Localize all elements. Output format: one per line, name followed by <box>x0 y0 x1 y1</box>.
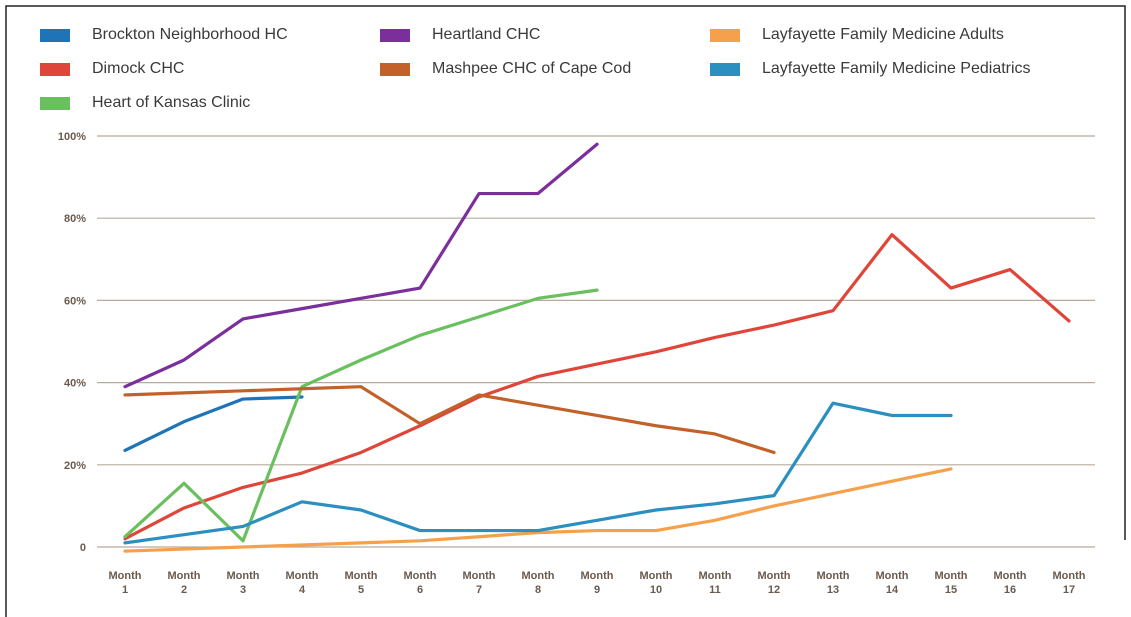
x-tick-label: Month 3 <box>227 570 260 596</box>
x-tick-label: Month 17 <box>1053 570 1086 596</box>
legend-swatch <box>380 28 410 42</box>
legend-swatch <box>710 62 740 76</box>
y-tick-label: 20% <box>64 460 86 472</box>
x-tick-label: Month 9 <box>581 570 614 596</box>
series-line-layfayette-family-medicine-adults <box>123 467 953 553</box>
legend-item-layfayette-family-medicine-adults: Layfayette Family Medicine Adults <box>710 24 1004 46</box>
legend-label: Mashpee CHC of Cape Cod <box>432 60 632 77</box>
legend-label: Brockton Neighborhood HC <box>92 26 288 43</box>
x-tick-label: Month 8 <box>522 570 555 596</box>
y-tick-label: 40% <box>64 378 86 390</box>
x-tick-label: Month 5 <box>345 570 378 596</box>
legend-label: Layfayette Family Medicine Pediatrics <box>762 60 1031 77</box>
series-line-heart-of-kansas-clinic <box>123 288 599 543</box>
x-tick-label: Month 13 <box>817 570 850 596</box>
legend-label: Dimock CHC <box>92 60 185 77</box>
legend-label: Layfayette Family Medicine Adults <box>762 26 1004 43</box>
frame-border <box>5 5 1126 617</box>
series-line-dimock-chc <box>123 233 1071 541</box>
x-tick-label: Month 6 <box>404 570 437 596</box>
legend-swatch <box>40 28 70 42</box>
x-tick-label: Month 4 <box>286 570 319 596</box>
legend-item-brockton-neighborhood-hc: Brockton Neighborhood HC <box>40 24 288 46</box>
x-tick-label: Month 14 <box>876 570 909 596</box>
x-tick-label: Month 12 <box>758 570 791 596</box>
y-tick-label: 0 <box>80 542 86 554</box>
x-tick-label: Month 1 <box>109 570 142 596</box>
series-line-brockton-neighborhood-hc <box>123 395 304 453</box>
legend-item-heartland-chc: Heartland CHC <box>380 24 540 46</box>
y-tick-label: 60% <box>64 295 86 307</box>
y-tick-label: 100% <box>58 131 86 143</box>
x-tick-label: Month 7 <box>463 570 496 596</box>
legend-item-layfayette-family-medicine-pediatrics: Layfayette Family Medicine Pediatrics <box>710 58 1031 80</box>
y-tick-label: 80% <box>64 213 86 225</box>
x-tick-label: Month 11 <box>699 570 732 596</box>
x-tick-label: Month 10 <box>640 570 673 596</box>
x-tick-label: Month 2 <box>168 570 201 596</box>
series-line-layfayette-family-medicine-pediatrics <box>123 401 953 545</box>
legend-swatch <box>40 96 70 110</box>
series-line-heartland-chc <box>123 142 599 389</box>
legend-item-heart-of-kansas-clinic: Heart of Kansas Clinic <box>40 92 250 114</box>
legend-item-mashpee-chc-of-cape-cod: Mashpee CHC of Cape Cod <box>380 58 631 80</box>
legend-swatch <box>710 28 740 42</box>
legend-label: Heart of Kansas Clinic <box>92 94 251 111</box>
legend-item-dimock-chc: Dimock CHC <box>40 58 184 80</box>
x-tick-label: Month 16 <box>994 570 1027 596</box>
legend-swatch <box>380 62 410 76</box>
series-line-mashpee-chc-of-cape-cod <box>123 385 776 455</box>
legend-label: Heartland CHC <box>432 26 541 43</box>
x-tick-label: Month 15 <box>935 570 968 596</box>
legend-swatch <box>40 62 70 76</box>
